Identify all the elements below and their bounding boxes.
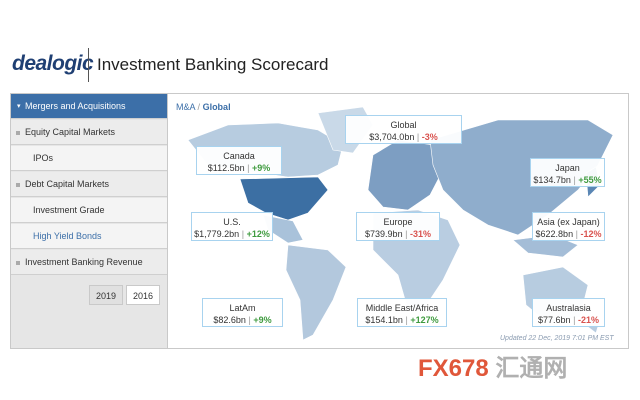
watermark-brand: FX678 xyxy=(418,355,489,382)
region-stats: $77.6bn | -21% xyxy=(533,314,604,326)
nav-item[interactable]: IPOs xyxy=(11,146,167,171)
header-divider xyxy=(88,48,89,82)
region-callout[interactable]: Middle East/Africa $154.1bn | +127% xyxy=(357,298,447,327)
year-button[interactable]: 2016 xyxy=(126,285,160,305)
year-button[interactable]: 2019 xyxy=(89,285,123,305)
nav-label: Mergers and Acquisitions xyxy=(25,101,126,111)
deal-value: $112.5bn xyxy=(207,163,245,173)
region-stats: $1,779.2bn | +12% xyxy=(192,228,272,240)
nav-item[interactable]: Investment Grade xyxy=(11,198,167,223)
region-callout[interactable]: LatAm $82.6bn | +9% xyxy=(202,298,283,327)
separator: | xyxy=(405,315,408,325)
region-callout[interactable]: Australasia $77.6bn | -21% xyxy=(532,298,605,327)
region-stats: $3,704.0bn | -3% xyxy=(346,131,461,143)
region-callout[interactable]: Japan $134.7bn | +55% xyxy=(530,158,605,187)
region-stats: $739.9bn | -31% xyxy=(357,228,439,240)
nav-label: High Yield Bonds xyxy=(33,231,102,241)
watermark-name: 汇通网 xyxy=(495,355,568,382)
deal-value: $1,779.2bn xyxy=(194,229,240,239)
breadcrumb: M&A / Global xyxy=(176,102,231,112)
nav-item[interactable]: Equity Capital Markets xyxy=(11,120,167,145)
nav-item[interactable]: Debt Capital Markets xyxy=(11,172,167,197)
panel xyxy=(10,93,629,349)
change: +9% xyxy=(251,163,271,173)
nav-label: Debt Capital Markets xyxy=(25,179,110,189)
region-name: U.S. xyxy=(223,217,241,227)
change: +12% xyxy=(246,229,270,239)
region-name: Asia (ex Japan) xyxy=(537,217,600,227)
nav-item[interactable]: High Yield Bonds xyxy=(11,224,167,249)
region-name: LatAm xyxy=(229,303,256,313)
separator: | xyxy=(573,175,576,185)
region-callout[interactable]: Global $3,704.0bn | -3% xyxy=(345,115,462,144)
deal-value: $154.1bn xyxy=(365,315,403,325)
change: -31% xyxy=(409,229,431,239)
nav-label: Equity Capital Markets xyxy=(25,127,116,137)
deal-value: $622.8bn xyxy=(535,229,574,239)
sidebar: ▾ Mergers and Acquisitions Equity Capital … xyxy=(11,94,168,348)
region-stats: $154.1bn | +127% xyxy=(358,314,446,326)
breadcrumb-current: Global xyxy=(202,102,231,112)
nav-label: Investment Grade xyxy=(33,205,105,215)
region-name: Australasia xyxy=(546,303,591,313)
bullet xyxy=(16,131,20,135)
change: -12% xyxy=(580,229,602,239)
change: +9% xyxy=(253,315,272,325)
logo[interactable]: dealogic xyxy=(12,52,94,75)
updated-note: Updated 22 Dec, 2019 7:01 PM EST xyxy=(500,335,614,342)
separator: | xyxy=(405,229,408,239)
region-name: Japan xyxy=(555,163,580,173)
bullet xyxy=(16,261,20,265)
nav-item[interactable]: ▾ Mergers and Acquisitions xyxy=(11,94,167,119)
deal-value: $77.6bn xyxy=(538,315,571,325)
breadcrumb-parent[interactable]: M&A xyxy=(176,102,196,112)
watermark: FX678 汇通网 xyxy=(418,348,567,383)
region-callout[interactable]: U.S. $1,779.2bn | +12% xyxy=(191,212,273,241)
region-callout[interactable]: Asia (ex Japan) $622.8bn | -12% xyxy=(532,212,605,241)
usa xyxy=(239,176,329,221)
region-name: Europe xyxy=(383,217,413,227)
region-stats: $134.7bn | +55% xyxy=(531,174,604,186)
region-callout[interactable]: Europe $739.9bn | -31% xyxy=(356,212,440,241)
deal-value: $3,704.0bn xyxy=(369,132,415,142)
separator: | xyxy=(241,229,245,239)
bullet xyxy=(16,183,20,187)
region-name: Canada xyxy=(223,151,255,161)
separator: | xyxy=(416,132,420,142)
region-stats: $622.8bn | -12% xyxy=(533,228,604,240)
page-title: Investment Banking Scorecard xyxy=(97,55,329,74)
world-map xyxy=(187,106,614,341)
separator: | xyxy=(575,229,578,239)
separator: | xyxy=(248,315,251,325)
breadcrumb-separator: / xyxy=(197,102,201,112)
region-name: Middle East/Africa xyxy=(365,303,439,313)
region-stats: $112.5bn | +9% xyxy=(197,162,281,174)
region-stats: $82.6bn | +9% xyxy=(203,314,282,326)
change: +55% xyxy=(578,175,602,185)
expand-arrow: ▾ xyxy=(17,103,21,110)
nav-label: Investment Banking Revenue xyxy=(25,257,143,267)
nav-label: IPOs xyxy=(33,153,54,163)
region-callout[interactable]: Canada $112.5bn | +9% xyxy=(196,146,282,175)
change: -3% xyxy=(421,132,438,142)
region-name: Global xyxy=(390,120,417,130)
south-america xyxy=(285,244,347,341)
deal-value: $739.9bn xyxy=(365,229,403,239)
change: +127% xyxy=(410,315,439,325)
change: -21% xyxy=(577,315,599,325)
deal-value: $134.7bn xyxy=(533,175,571,185)
nav-item[interactable]: Investment Banking Revenue xyxy=(11,250,167,275)
deal-value: $82.6bn xyxy=(213,315,246,325)
separator: | xyxy=(573,315,576,325)
separator: | xyxy=(247,163,250,173)
